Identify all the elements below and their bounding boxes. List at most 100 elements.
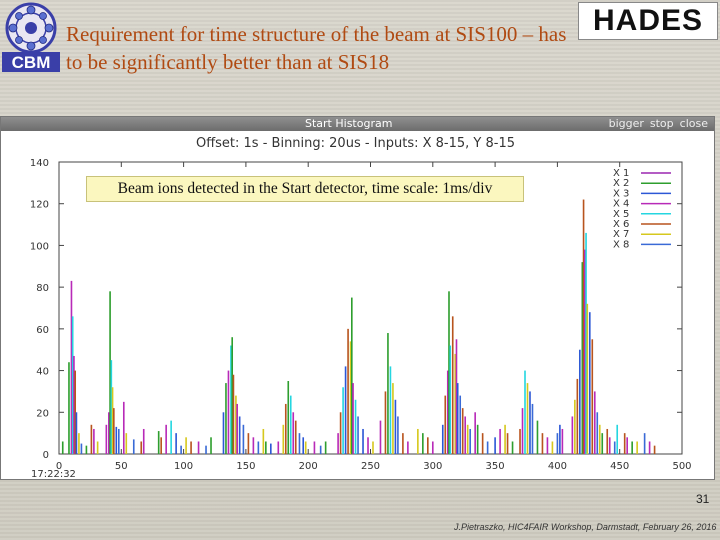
histogram-bar <box>631 441 633 454</box>
histogram-bar <box>446 370 449 454</box>
x-tick-label: 450 <box>610 461 629 472</box>
histogram-bar <box>277 441 280 454</box>
histogram-bar <box>75 412 78 454</box>
histogram-bar <box>80 443 83 454</box>
histogram-bar <box>579 349 581 454</box>
histogram-bar <box>210 437 212 454</box>
histogram-bar <box>282 424 285 454</box>
x-tick-label: 350 <box>486 461 505 472</box>
histogram-bar <box>313 441 316 454</box>
histogram-bar <box>111 387 114 454</box>
hades-logo: HADES <box>578 2 718 40</box>
histogram-bar <box>529 391 531 454</box>
histogram-bar <box>526 383 529 454</box>
histogram-bar <box>581 262 584 454</box>
histogram-bar <box>456 383 459 454</box>
histogram-bar <box>417 428 419 454</box>
legend-label: X 7 <box>613 229 629 240</box>
y-tick-label: 40 <box>36 367 49 378</box>
x-tick-label: 400 <box>548 461 567 472</box>
histogram-bar <box>519 428 521 454</box>
histogram-bar <box>524 370 526 454</box>
histogram-bar <box>384 391 387 454</box>
histogram-bar <box>613 441 616 454</box>
histogram-bar <box>541 433 544 454</box>
histogram-bar <box>252 437 255 454</box>
x-tick-label: 500 <box>672 461 691 472</box>
plot-frame <box>58 161 683 455</box>
annotation-label: Beam ions detected in the Start detector… <box>86 176 524 202</box>
histogram-bar <box>422 433 424 454</box>
x-tick-label: 100 <box>174 461 193 472</box>
x-origin-label: 17:22:32 <box>31 469 76 480</box>
legend-label: X 2 <box>613 178 629 189</box>
histogram-bar <box>262 428 265 454</box>
histogram-bar <box>379 420 382 454</box>
histogram-bar <box>284 403 287 454</box>
histogram-bar <box>394 399 397 454</box>
bigger-button[interactable]: bigger <box>608 117 644 130</box>
histogram-bar <box>585 232 587 454</box>
histogram-bar <box>302 437 305 454</box>
histogram-bar <box>357 416 359 454</box>
histogram-bar <box>110 360 113 454</box>
histogram-chart: Offset: 1s - Binning: 20us - Inputs: X 8… <box>30 136 692 480</box>
y-tick-label: 80 <box>36 283 49 294</box>
histogram-bar <box>165 424 167 454</box>
histogram-bar <box>236 403 238 454</box>
histogram-bar <box>132 439 135 454</box>
histogram-bar <box>93 428 95 454</box>
histogram-bar <box>556 433 559 454</box>
histogram-bar <box>511 441 514 454</box>
histogram-bar <box>238 416 241 454</box>
window-titlebar[interactable]: Start Histogram bigger stop close <box>1 117 714 131</box>
histogram-bar <box>225 383 227 454</box>
histogram-bar <box>588 312 591 454</box>
histogram-bar <box>464 416 467 454</box>
histogram-bar <box>257 441 260 454</box>
histogram-bar <box>185 437 187 454</box>
legend-label: X 4 <box>613 199 629 210</box>
histogram-bar <box>441 424 444 454</box>
histogram-bar <box>431 441 434 454</box>
histogram-bar <box>582 199 585 454</box>
histogram-bar <box>362 428 364 454</box>
histogram-bar <box>427 437 429 454</box>
histogram-bar <box>648 441 651 454</box>
histogram-bar <box>70 280 73 454</box>
histogram-bar <box>222 412 225 454</box>
histogram-bar <box>349 341 352 454</box>
histogram-bar <box>78 433 80 454</box>
histogram-bar <box>506 433 509 454</box>
histogram-bar <box>387 333 389 454</box>
histogram-bar <box>197 441 200 454</box>
histogram-bar <box>372 441 374 454</box>
histogram-bar <box>444 395 447 454</box>
histogram-bar <box>90 424 93 454</box>
x-tick-label: 250 <box>361 461 380 472</box>
histogram-bar <box>342 387 344 454</box>
x-tick-label: 200 <box>299 461 318 472</box>
histogram-bar <box>117 428 120 454</box>
histogram-bar <box>636 441 638 454</box>
histogram-bar <box>574 399 576 454</box>
close-button[interactable]: close <box>679 117 708 130</box>
histogram-bar <box>559 424 561 454</box>
histogram-bar <box>586 303 589 454</box>
histogram-bar <box>339 412 342 454</box>
histogram-bar <box>451 316 454 454</box>
histogram-bar <box>626 437 628 454</box>
histogram-bar <box>68 362 70 454</box>
histogram-bar <box>643 433 646 454</box>
histogram-bar <box>247 433 250 454</box>
y-tick-label: 0 <box>43 450 49 461</box>
histogram-bar <box>109 291 111 454</box>
stop-button[interactable]: stop <box>649 117 674 130</box>
histogram-bar <box>298 433 301 454</box>
histogram-bar <box>653 445 656 454</box>
histogram-bar <box>85 445 88 454</box>
histogram-bar <box>593 391 596 454</box>
histogram-bar <box>591 339 594 454</box>
histogram-bar <box>108 412 110 454</box>
histogram-bar <box>157 431 160 454</box>
